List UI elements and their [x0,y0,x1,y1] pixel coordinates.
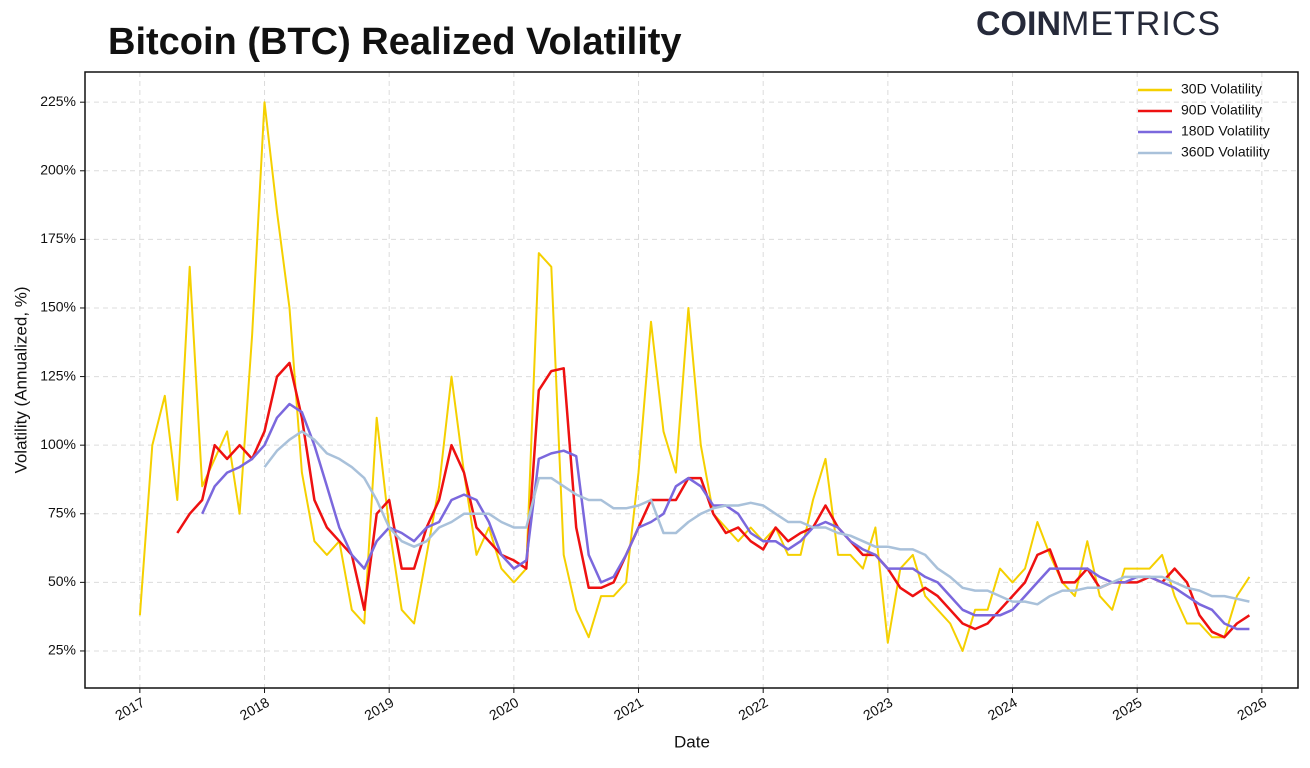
logo-light: METRICS [1061,5,1221,43]
series-line [138,101,1251,652]
logo: COINMETRICS [976,5,1221,43]
series-line [201,402,1250,631]
x-tick-label: 2023 [860,694,895,724]
y-tick-label: 150% [40,299,76,315]
y-tick-label: 25% [48,642,76,658]
y-tick-label: 175% [40,230,76,246]
x-tick-label: 2024 [985,694,1020,724]
y-axis-label: Volatility (Annualized, %) [11,286,30,473]
legend-label: 180D Volatility [1181,123,1270,139]
plot-frame [84,71,1299,689]
x-tick-label: 2020 [486,694,521,724]
series-line [263,430,1250,606]
x-tick-label: 2021 [611,694,646,724]
y-tick-label: 100% [40,436,76,452]
y-tick-label: 200% [40,161,76,177]
series-line [176,361,1251,639]
logo-bold: COIN [976,5,1061,43]
chart-title: Bitcoin (BTC) Realized Volatility [108,21,682,63]
x-tick-label: 2019 [362,694,397,724]
y-tick-label: 50% [48,573,76,589]
x-tick-label: 2018 [237,694,272,724]
x-tick-label: 2026 [1234,694,1269,724]
y-tick-label: 75% [48,504,76,520]
legend-label: 30D Volatility [1181,81,1262,97]
x-tick-label: 2022 [736,694,771,724]
y-tick-label: 225% [40,93,76,109]
legend-label: 90D Volatility [1181,102,1262,118]
x-axis-label: Date [674,732,710,751]
y-tick-label: 125% [40,367,76,383]
x-tick-label: 2025 [1110,694,1145,724]
x-tick-label: 2017 [112,694,147,724]
legend-label: 360D Volatility [1181,144,1270,160]
